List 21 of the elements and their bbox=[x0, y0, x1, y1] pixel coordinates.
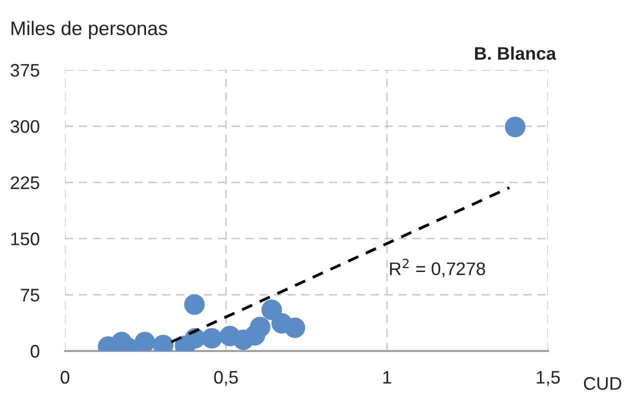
y-tick-label: 375 bbox=[10, 64, 40, 77]
point bbox=[250, 316, 270, 338]
point bbox=[134, 332, 156, 351]
y-tick-label: 0 bbox=[30, 344, 40, 358]
y-tick-label: 75 bbox=[20, 288, 40, 302]
x-tick-label: 1 bbox=[383, 371, 392, 384]
x-tick-label: 0 bbox=[60, 370, 70, 384]
y-tick-label: 225 bbox=[10, 176, 40, 190]
point bbox=[504, 116, 526, 138]
y-tick-label: 150 bbox=[11, 232, 40, 246]
y-axis-title: Miles de personas bbox=[12, 20, 168, 40]
y-tick-label: 300 bbox=[10, 120, 40, 133]
point bbox=[284, 317, 306, 338]
x-tick-label: 0,5 bbox=[214, 370, 238, 386]
x-axis-title: CUD bbox=[584, 377, 622, 390]
point bbox=[184, 294, 205, 315]
point bbox=[261, 299, 282, 320]
x-tick-label: 1,5 bbox=[536, 371, 560, 386]
annotation: R$^{2}$ = 0,7278 bbox=[390, 258, 486, 278]
text: B. Blanca bbox=[475, 46, 556, 60]
point bbox=[202, 328, 222, 349]
